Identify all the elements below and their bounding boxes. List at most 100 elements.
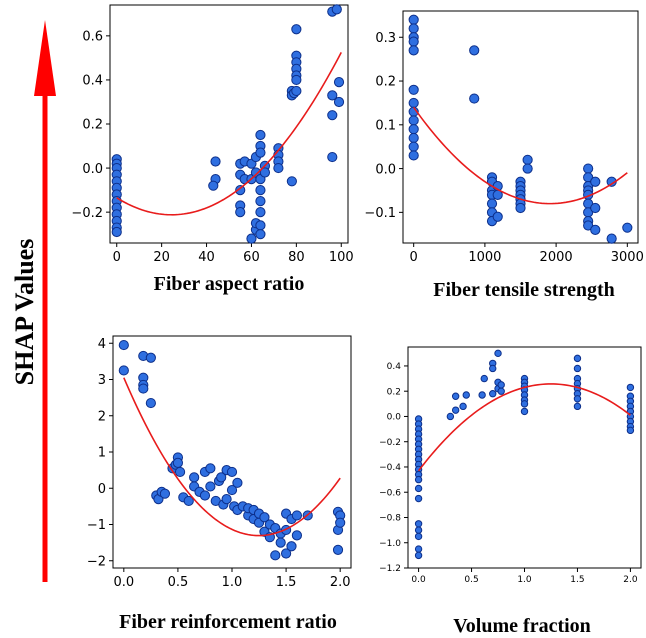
y-tick-label: 1 [98, 446, 106, 461]
data-point [255, 220, 266, 231]
x-axis-label: Fiber aspect ratio [154, 273, 305, 295]
arrow-head [34, 20, 56, 96]
y-tick-label: 0.3 [375, 31, 396, 46]
data-point [408, 36, 419, 47]
data-point [489, 390, 497, 398]
data-point [235, 207, 246, 218]
y-tick-label: −1 [87, 518, 106, 533]
data-point [459, 402, 467, 411]
x-tick-label: 1.0 [517, 575, 532, 585]
y-tick-label: −0.1 [364, 206, 396, 221]
x-tick-label: 60 [243, 250, 260, 265]
data-point [497, 381, 505, 389]
data-point [145, 397, 156, 409]
y-tick-label: −2 [87, 554, 106, 569]
x-tick-label: 0.5 [168, 575, 189, 590]
shap-arrow [34, 20, 56, 582]
data-point [408, 141, 419, 152]
data-point [497, 387, 505, 395]
x-tick-label: 0.5 [464, 575, 478, 585]
data-point [408, 124, 419, 135]
data-point [492, 211, 503, 222]
data-point [408, 84, 419, 95]
x-axis-label: Fiber tensile strength [433, 279, 614, 301]
y-tick-label: −0.8 [379, 514, 401, 524]
x-tick-label: 1.5 [276, 575, 297, 590]
y-tick-label: 0 [98, 482, 106, 497]
plot-frame [402, 10, 639, 244]
x-tick-label: 40 [198, 250, 215, 265]
data-point [208, 180, 219, 191]
data-point [255, 196, 266, 207]
data-point [199, 490, 211, 501]
data-point [583, 163, 594, 174]
data-point [486, 198, 498, 209]
x-tick-label: 0.0 [113, 575, 134, 590]
data-point [408, 150, 419, 161]
data-point [138, 383, 149, 394]
data-point [327, 151, 338, 163]
data-point [478, 391, 486, 399]
y-tick-label: 2 [98, 409, 106, 424]
data-point [414, 551, 423, 560]
data-point [327, 110, 338, 121]
panel-2: 0 1000 2000 3000 −0.1 0.0 0.1 0.2 0.3 Fiber tensi… [364, 10, 644, 301]
data-point [255, 129, 266, 141]
data-point [189, 472, 200, 483]
data-point [573, 402, 582, 411]
data-point [291, 530, 303, 541]
y-tick-label: 0.6 [82, 30, 103, 45]
y-tick-label: 0.4 [387, 362, 402, 372]
fit-curve [123, 377, 341, 537]
data-point [335, 517, 346, 528]
data-point [522, 163, 533, 174]
x-tick-label: 0 [410, 250, 418, 265]
x-axis-label: Volume fraction [453, 615, 591, 637]
data-point [489, 364, 497, 373]
data-point [205, 481, 216, 492]
fit-curve [413, 106, 628, 205]
fit-curve [116, 52, 342, 216]
data-point [159, 488, 171, 499]
data-point [626, 426, 635, 435]
data-point [205, 463, 216, 474]
data-point [216, 472, 227, 483]
data-point [522, 154, 533, 165]
data-point [414, 520, 423, 528]
data-point [280, 548, 292, 559]
data-point [408, 14, 419, 25]
x-tick-label: 0.0 [411, 575, 426, 585]
data-point [414, 545, 423, 553]
data-point [221, 494, 232, 505]
data-point [273, 162, 284, 174]
data-point [246, 233, 257, 244]
y-tick-label: −0.4 [379, 463, 401, 473]
data-point [451, 392, 460, 400]
data-point [573, 395, 582, 403]
data-point [255, 229, 266, 240]
data-point [451, 406, 460, 414]
data-point [333, 96, 345, 108]
data-point [255, 185, 266, 196]
data-point [590, 202, 601, 214]
y-tick-label: 3 [98, 373, 106, 388]
y-tick-label: −1.2 [379, 564, 401, 574]
data-point [462, 391, 470, 399]
data-point [255, 207, 266, 218]
data-point [520, 407, 529, 416]
data-point [172, 457, 184, 468]
data-point [183, 495, 194, 507]
data-point [232, 477, 243, 488]
y-tick-label: 0.0 [387, 413, 402, 423]
data-point [255, 147, 266, 158]
x-tick-label: 2.0 [623, 575, 638, 585]
panel-1: 0 20 40 60 80 100 −0.2 0.0 0.2 0.4 0.6 Fiber aspect… [71, 4, 354, 295]
y-tick-label: 0.0 [375, 162, 396, 177]
data-point [626, 383, 635, 392]
y-tick-label: −0.2 [379, 438, 401, 448]
data-point [332, 544, 344, 555]
data-point [210, 156, 221, 167]
data-point [446, 412, 455, 421]
y-tick-label: 0.2 [387, 387, 401, 397]
